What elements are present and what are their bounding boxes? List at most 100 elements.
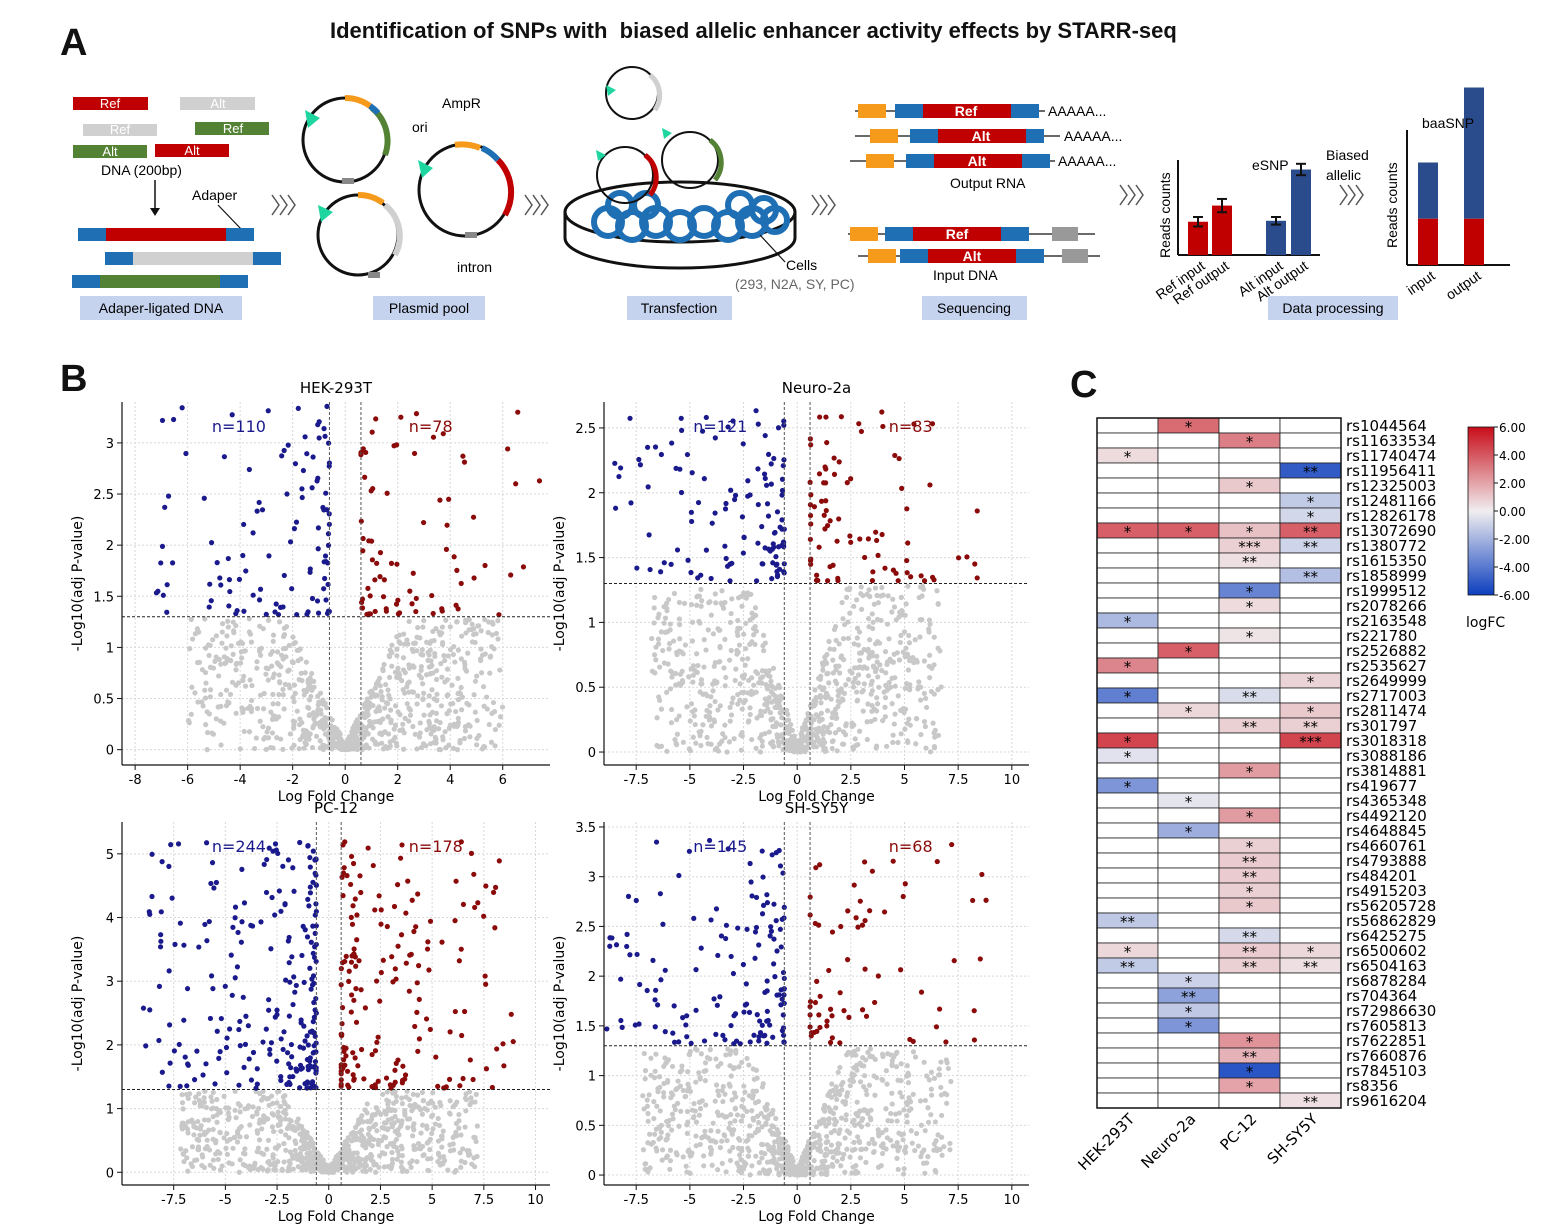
down-point [282, 901, 288, 907]
ns-point [232, 1088, 238, 1094]
down-point [728, 953, 734, 960]
ns-point [427, 741, 434, 747]
up-point [350, 1050, 356, 1056]
step-label: Transfection [641, 300, 718, 316]
ns-point [918, 1122, 924, 1128]
heatmap-cell [1096, 462, 1159, 479]
heatmap-grid: * rs1044564* rs11633534* rs11740474** rs1195… [1075, 417, 1437, 1174]
ns-point [902, 1147, 908, 1154]
ns-point [334, 1154, 340, 1161]
ns-point [444, 666, 451, 672]
up-point [816, 471, 823, 477]
down-point [727, 578, 733, 584]
ns-point [375, 741, 381, 747]
ns-point [249, 682, 255, 689]
ns-point [890, 659, 896, 665]
ns-point [874, 659, 880, 665]
ns-point [779, 707, 785, 713]
x-tick-label: 0 [325, 1193, 333, 1208]
ns-point [458, 656, 464, 662]
down-point [240, 994, 246, 1000]
ns-point [719, 738, 725, 744]
down-point [765, 451, 772, 458]
ns-point [744, 1055, 750, 1062]
down-point [170, 416, 177, 423]
ns-point [274, 1100, 280, 1106]
ns-point [453, 708, 459, 715]
ns-point [305, 1161, 311, 1167]
ns-point [434, 691, 440, 697]
ns-point [238, 660, 244, 666]
down-point [236, 1026, 242, 1033]
ns-point [714, 679, 720, 685]
ns-point [363, 1163, 369, 1169]
ns-point [722, 734, 728, 741]
sequencing-reads [848, 104, 1100, 263]
snp-label: rs11740474 [1346, 447, 1436, 465]
ns-point [785, 1144, 791, 1150]
ns-point [275, 701, 281, 707]
ns-point [699, 681, 705, 687]
ns-point [750, 1088, 756, 1094]
ns-point [776, 1172, 782, 1178]
ns-point [732, 1118, 738, 1124]
down-point [762, 475, 768, 482]
ns-point [377, 730, 383, 737]
up-point [407, 952, 413, 958]
up-point [411, 450, 418, 457]
ns-point [329, 746, 335, 752]
down-point [241, 900, 248, 906]
ns-point [737, 681, 743, 687]
ns-point [851, 1072, 857, 1078]
ns-point [828, 696, 834, 702]
down-point [308, 986, 314, 992]
ns-point [230, 651, 236, 657]
down-point [232, 904, 239, 910]
down-point [774, 509, 781, 515]
significance-mark: * [1246, 478, 1254, 496]
ns-point [241, 728, 247, 735]
up-point [346, 968, 352, 974]
polya-label: AAAAA... [1048, 103, 1106, 119]
down-point [674, 547, 681, 553]
ns-point [810, 1170, 816, 1176]
down-point [227, 588, 233, 595]
down-point [752, 929, 759, 935]
ns-point [869, 653, 876, 659]
down-point [298, 1066, 304, 1072]
heatmap-cell [1218, 417, 1281, 434]
ns-point [389, 663, 395, 669]
ns-point [834, 1158, 840, 1164]
down-point [297, 1044, 303, 1050]
step-label: Data processing [1282, 300, 1383, 316]
up-point [862, 554, 868, 561]
ns-point [669, 1063, 676, 1070]
ns-point [217, 1129, 223, 1135]
down-point [272, 609, 278, 615]
ns-point [446, 708, 452, 714]
ns-point [922, 1170, 928, 1176]
ns-point [354, 717, 360, 723]
ns-point [900, 1137, 906, 1143]
ns-point [294, 1156, 301, 1162]
down-point [286, 1061, 292, 1067]
ns-point [702, 1078, 708, 1084]
ns-point [927, 652, 933, 658]
ns-point [717, 1144, 723, 1151]
ns-point [659, 1157, 665, 1163]
up-point [403, 910, 409, 916]
down-point [769, 576, 775, 582]
ns-point [822, 739, 828, 746]
ns-point [280, 746, 286, 752]
ns-point [922, 1097, 928, 1104]
up-point [814, 1028, 820, 1034]
down-point [275, 850, 281, 857]
down-point [779, 517, 785, 523]
ns-point [857, 1079, 864, 1085]
seq-tag: Alt [210, 96, 226, 111]
ns-point [688, 601, 695, 608]
ns-point [415, 693, 421, 699]
ns-point [409, 689, 415, 695]
down-point [756, 1038, 762, 1044]
ns-point [733, 666, 739, 672]
